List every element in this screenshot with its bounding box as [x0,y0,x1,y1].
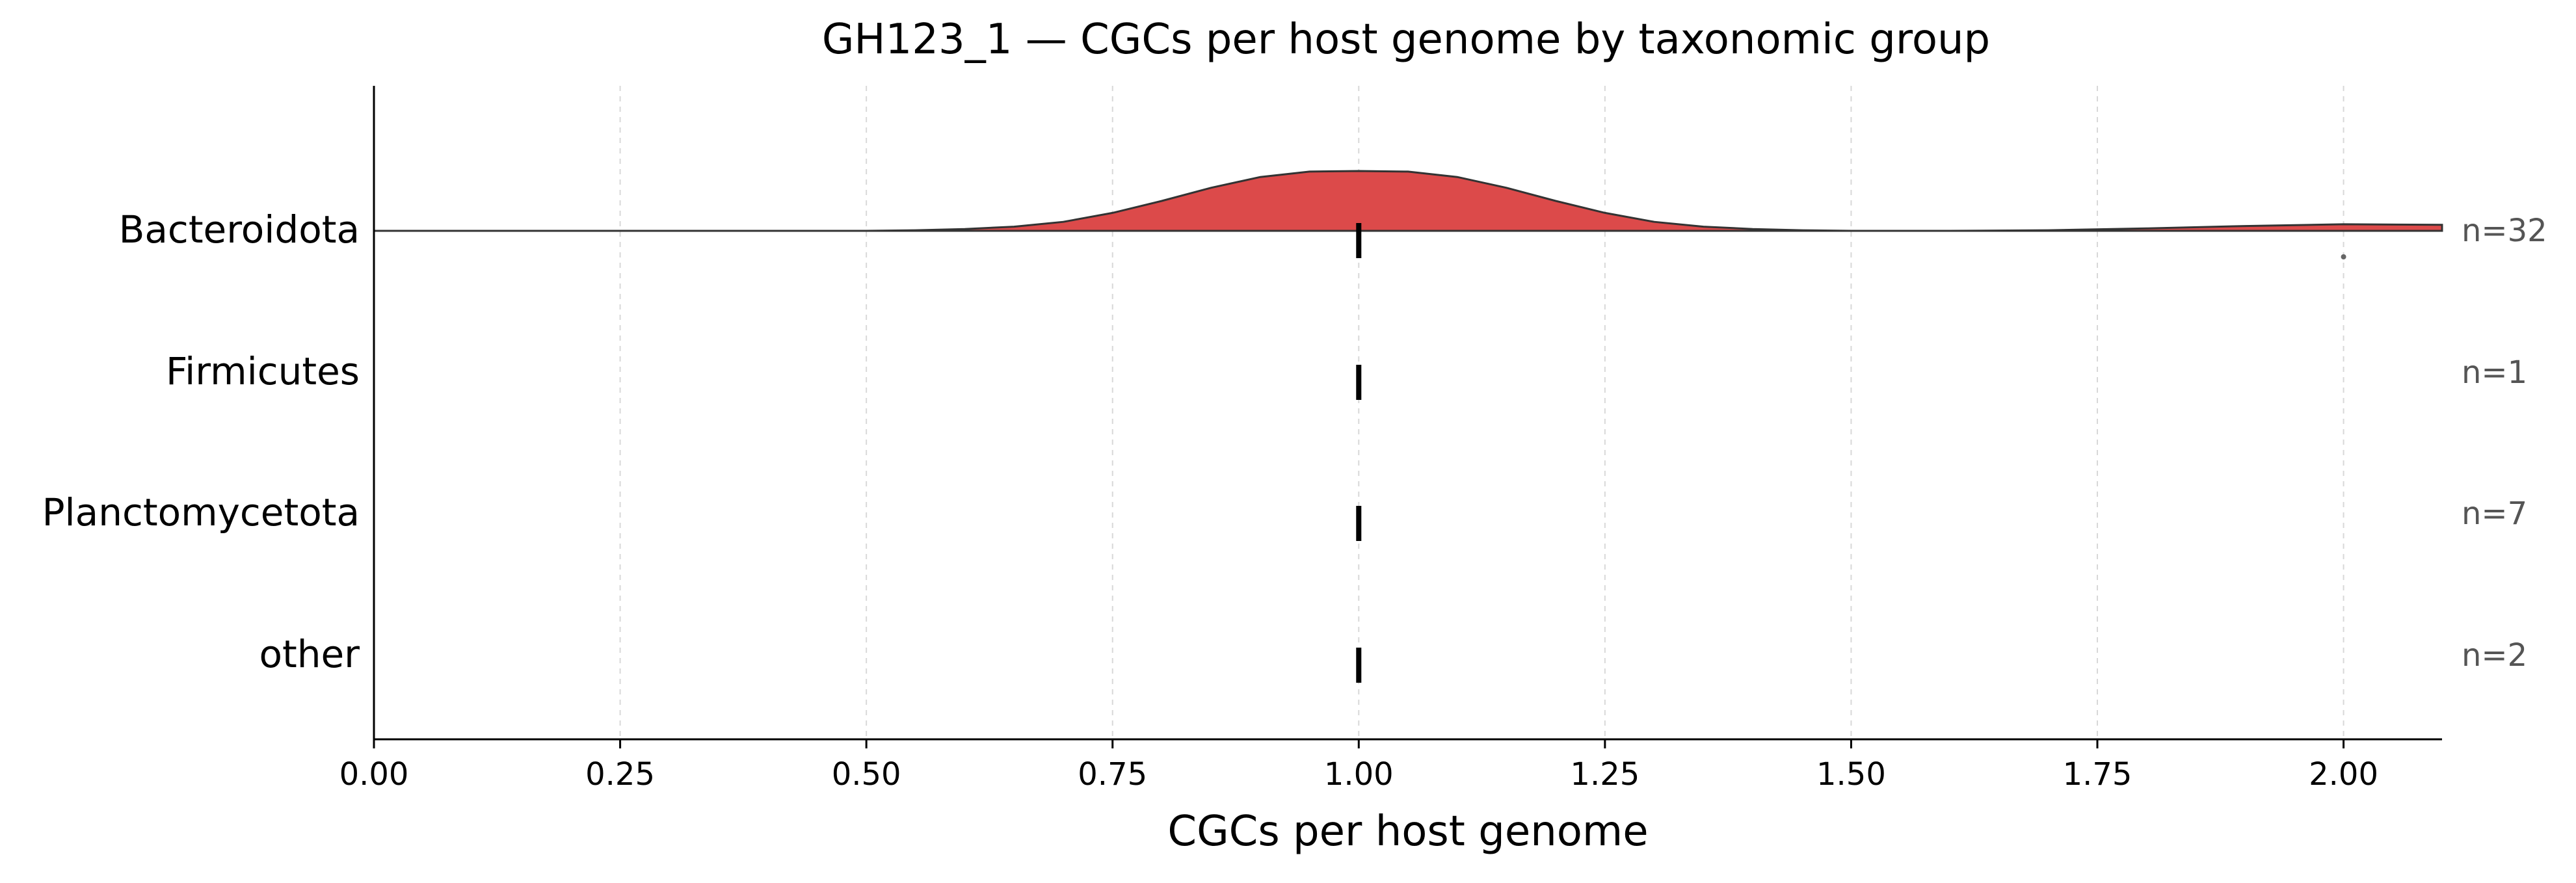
x-tick-label: 1.75 [2063,756,2132,793]
ridge-area [374,170,2443,232]
x-axis-label: CGCs per host genome [1167,808,1648,856]
x-tick-label: 1.00 [1324,756,1394,793]
count-label: n=32 [2462,213,2547,249]
x-tick-label: 0.50 [832,756,901,793]
median-markers [1356,223,2346,683]
count-label: n=7 [2462,495,2527,532]
y-tick-label: Planctomycetota [42,490,360,534]
y-tick-label: Firmicutes [166,349,360,393]
x-tick-labels: 0.00 0.25 0.50 0.75 1.00 1.25 1.50 1.75 2.00 [339,739,2378,793]
x-tick-label: 1.50 [1816,756,1886,793]
y-tick-label: Bacteroidota [119,207,360,252]
chart-title: GH123_1 — CGCs per host genome by taxono… [822,16,1990,64]
x-tick-label: 0.75 [1078,756,1147,793]
ridge-areas [374,170,2443,232]
y-tick-label: other [259,632,360,676]
x-tick-label: 1.25 [1570,756,1640,793]
count-label: n=1 [2462,354,2527,391]
x-tick-label: 2.00 [2309,756,2378,793]
count-label: n=2 [2462,637,2527,674]
y-tick-labels: Bacteroidota Firmicutes Planctomycetota oth… [42,207,360,676]
x-tick-label: 0.25 [585,756,655,793]
outlier-point [2341,254,2346,259]
count-labels: n=32 n=1 n=7 n=2 [2462,213,2547,674]
x-tick-label: 0.00 [339,756,409,793]
